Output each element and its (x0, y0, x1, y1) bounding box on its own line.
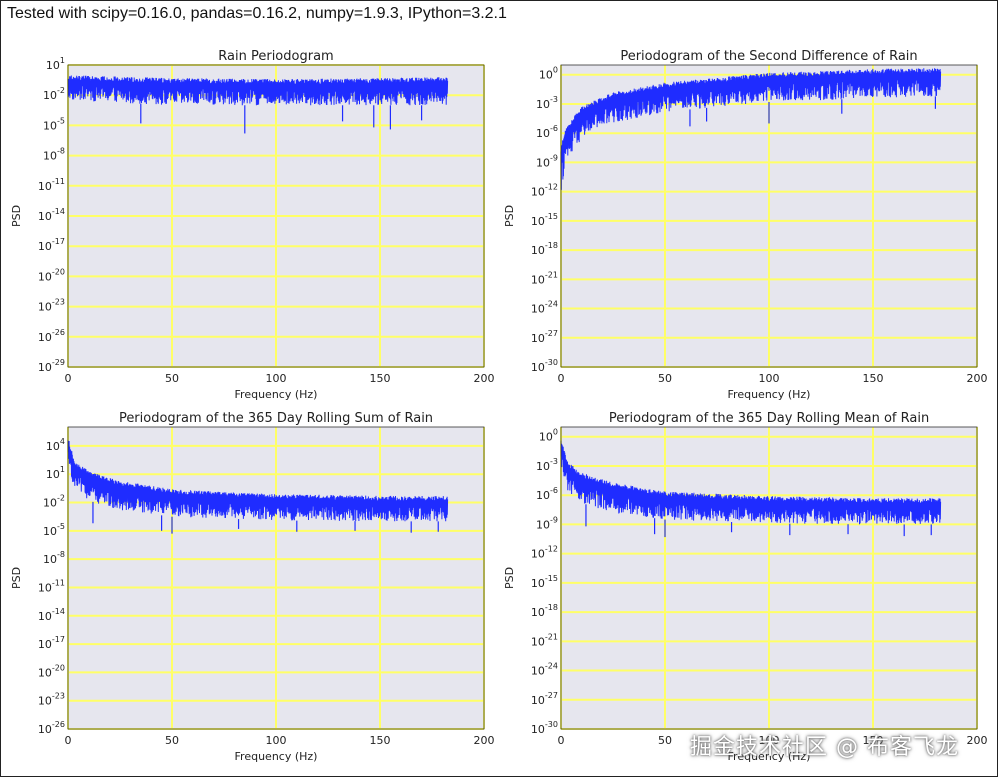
y-tick-label: 10-27 (531, 329, 558, 345)
axes-frame (560, 426, 978, 730)
x-tick-label: 0 (65, 372, 72, 385)
chart-panel-4: 0 50 100 150 200 100 10-3 10-6 10-9 10-12 10-15 10-… (503, 411, 988, 763)
y-tick-label: 10-5 (43, 116, 65, 132)
chart-title: Rain Periodogram (218, 49, 333, 64)
y-tick-label: 10-24 (531, 300, 558, 316)
y-tick-label: 10-12 (531, 545, 558, 561)
y-tick-label: 10-29 (38, 358, 65, 374)
y-tick-label: 100 (539, 428, 558, 444)
x-tick-label: 150 (863, 734, 884, 747)
y-axis-label: PSD (10, 205, 23, 227)
series-line (67, 440, 449, 522)
y-tick-label: 10-27 (531, 691, 558, 707)
x-tick-label: 0 (65, 734, 72, 747)
y-tick-label: 104 (46, 437, 65, 453)
y-tick-label: 10-30 (531, 720, 558, 736)
y-tick-label: 101 (46, 56, 65, 72)
y-tick-label: 10-6 (536, 486, 558, 502)
y-axis-label: PSD (503, 205, 516, 227)
x-tick-label: 150 (370, 734, 391, 747)
y-tick-label: 10-15 (531, 574, 558, 590)
x-axis-label: Frequency (Hz) (728, 388, 811, 401)
y-tick-label: 10-26 (38, 720, 65, 736)
x-tick-label: 100 (759, 734, 780, 747)
y-tick-label: 10-20 (38, 267, 65, 283)
x-tick-label: 100 (266, 372, 287, 385)
y-tick-label: 10-20 (38, 663, 65, 679)
y-tick-label: 10-8 (43, 550, 65, 566)
y-tick-label: 10-11 (38, 578, 65, 594)
y-tick-label: 10-12 (531, 183, 558, 199)
y-tick-label: 10-15 (531, 212, 558, 228)
y-tick-label: 10-5 (43, 522, 65, 538)
y-tick-label: 10-14 (38, 607, 65, 623)
series-line (560, 68, 942, 190)
y-tick-label: 10-17 (38, 237, 65, 253)
y-axis-label: PSD (503, 567, 516, 589)
y-tick-label: 10-18 (531, 241, 558, 257)
y-tick-label: 10-9 (536, 153, 558, 169)
chart-panel-2: 0 50 100 150 200 100 10-3 10-6 10-9 10-12 10-15 10-… (503, 49, 988, 401)
y-tick-label: 10-2 (43, 494, 65, 510)
axes-frame (67, 426, 485, 730)
y-tick-label: 10-21 (531, 270, 558, 286)
y-tick-label: 10-23 (38, 298, 65, 314)
chart-panel-1: 0 50 100 150 200 101 10-2 10-5 10-8 10-11 10-14 10-… (10, 49, 495, 401)
y-tick-label: 10-30 (531, 358, 558, 374)
x-axis-label: Frequency (Hz) (235, 750, 318, 763)
y-tick-label: 10-2 (43, 86, 65, 102)
y-tick-label: 10-17 (38, 635, 65, 651)
x-tick-label: 0 (558, 734, 565, 747)
y-tick-label: 10-9 (536, 515, 558, 531)
axes-frame (560, 64, 978, 368)
page-title: Tested with scipy=0.16.0, pandas=0.16.2,… (7, 5, 507, 22)
y-tick-label: 10-8 (43, 147, 65, 163)
axes-frame (67, 64, 485, 368)
y-tick-label: 10-24 (531, 662, 558, 678)
y-tick-label: 101 (46, 465, 65, 481)
watermark-text: 掘金技术社区 @ 布客飞龙 (690, 735, 959, 760)
x-axis-label: Frequency (Hz) (728, 750, 811, 763)
y-tick-label: 10-3 (536, 95, 558, 111)
y-axis-label: PSD (10, 567, 23, 589)
x-tick-label: 50 (165, 372, 179, 385)
x-tick-label: 0 (558, 372, 565, 385)
y-tick-label: 10-26 (38, 328, 65, 344)
chart-title: Periodogram of the 365 Day Rolling Sum o… (119, 411, 433, 426)
x-tick-label: 50 (165, 734, 179, 747)
y-tick-label: 10-21 (531, 632, 558, 648)
x-tick-label: 200 (474, 734, 495, 747)
chart-title: Periodogram of the 365 Day Rolling Mean … (609, 411, 929, 426)
x-tick-label: 100 (266, 734, 287, 747)
y-tick-label: 10-14 (38, 207, 65, 223)
y-tick-label: 10-6 (536, 124, 558, 140)
x-tick-label: 200 (967, 372, 988, 385)
x-tick-label: 150 (370, 372, 391, 385)
x-tick-label: 50 (658, 372, 672, 385)
chart-panel-3: 0 50 100 150 200 104 101 10-2 10-5 10-8 10-11 10-14… (10, 411, 495, 763)
y-tick-label: 100 (539, 66, 558, 82)
x-tick-label: 200 (474, 372, 495, 385)
x-tick-label: 200 (967, 734, 988, 747)
series-line (560, 440, 942, 525)
x-tick-label: 50 (658, 734, 672, 747)
y-tick-label: 10-18 (531, 603, 558, 619)
chart-title: Periodogram of the Second Difference of … (620, 49, 917, 64)
y-tick-label: 10-11 (38, 177, 65, 193)
x-tick-label: 150 (863, 372, 884, 385)
series-line (67, 75, 449, 106)
y-tick-label: 10-3 (536, 457, 558, 473)
x-axis-label: Frequency (Hz) (235, 388, 318, 401)
y-tick-label: 10-23 (38, 692, 65, 708)
x-tick-label: 100 (759, 372, 780, 385)
